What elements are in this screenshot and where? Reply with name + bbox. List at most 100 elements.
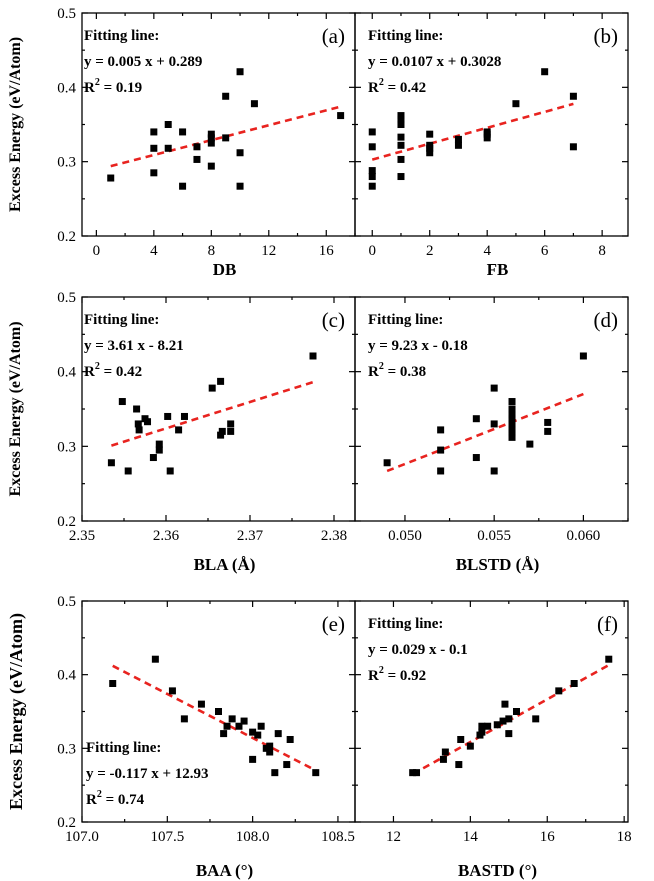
r-squared: R2 = 0.42	[84, 361, 142, 380]
data-point	[266, 748, 274, 756]
data-point	[193, 143, 201, 151]
r-squared-value: = 0.38	[384, 364, 426, 380]
fit-line	[386, 392, 584, 473]
r-squared-value: = 0.74	[102, 792, 145, 808]
panel-a: 0.2 0.3 0.4 0.5 0 4 8 12 16 Fitting line: y = 0.00…	[7, 6, 356, 279]
r-squared-symbol: R	[368, 364, 379, 380]
data-point	[217, 431, 225, 439]
plot-frame	[354, 600, 629, 823]
panel-b: 0 2 4 6 8 Fitting line: y = 0.0107 x + 0.3028 R…	[354, 12, 629, 279]
data-point	[570, 680, 578, 688]
data-point	[274, 730, 282, 738]
fit-line	[112, 664, 317, 772]
r-squared-value: = 0.92	[384, 668, 426, 684]
r-squared-symbol: R	[368, 80, 379, 96]
data-point	[508, 405, 516, 413]
data-point	[149, 454, 157, 462]
r-squared: R2 = 0.19	[84, 77, 142, 96]
data-point	[541, 68, 549, 76]
data-point	[368, 167, 376, 175]
data-point	[144, 418, 152, 426]
x-tick-label: 12	[261, 243, 276, 259]
data-point	[164, 121, 172, 128]
data-point	[155, 446, 163, 454]
data-point	[526, 440, 534, 448]
y-tick-label: 0.5	[57, 594, 76, 610]
x-axis-label: BAA (°)	[196, 861, 253, 880]
data-point	[579, 352, 587, 360]
data-point	[107, 174, 115, 182]
y-tick-label: 0.2	[57, 229, 76, 245]
x-axis-label: FB	[487, 260, 509, 279]
data-point	[508, 411, 516, 419]
data-point	[437, 446, 445, 454]
r-squared-symbol: R	[368, 668, 379, 684]
data-point	[150, 128, 158, 136]
data-point	[155, 440, 163, 448]
data-point	[555, 687, 563, 695]
y-tick-label: 0.5	[57, 6, 76, 22]
data-point	[197, 700, 205, 708]
data-point	[227, 420, 235, 428]
plot-frame	[81, 296, 356, 522]
data-point	[222, 92, 230, 100]
data-point	[166, 467, 174, 475]
x-axis-label: DB	[213, 260, 237, 279]
data-point	[215, 708, 222, 715]
x-tick-label: 2.37	[237, 528, 264, 544]
data-point	[220, 730, 228, 738]
x-tick-label: 16	[319, 243, 335, 259]
data-point	[223, 722, 231, 730]
data-point	[441, 748, 449, 756]
fit-line	[111, 380, 314, 447]
data-point	[208, 384, 216, 392]
y-tick-label: 0.2	[57, 514, 76, 530]
x-tick-label: 4	[483, 243, 491, 259]
data-point	[483, 128, 491, 136]
x-tick-label: 0.060	[567, 528, 601, 544]
r-squared-value: = 0.42	[100, 364, 142, 380]
fit-equation: y = 0.029 x - 0.1	[368, 642, 468, 658]
data-point	[397, 155, 405, 163]
r-squared-symbol: R	[84, 364, 95, 380]
data-point	[466, 742, 474, 750]
x-tick-label: 6	[541, 243, 549, 259]
data-point	[222, 134, 230, 142]
data-point	[257, 722, 265, 730]
data-point	[397, 141, 405, 149]
x-tick-label: 16	[540, 829, 556, 845]
y-tick-label: 0.2	[57, 815, 76, 831]
data-point	[508, 415, 516, 423]
r-squared: R2 = 0.74	[86, 789, 145, 808]
r-squared-symbol: R	[84, 80, 95, 96]
data-point	[249, 728, 257, 736]
data-point	[505, 715, 513, 723]
r-squared-superscript: 2	[379, 77, 384, 88]
plot-frame	[354, 12, 629, 237]
data-point	[490, 467, 498, 475]
data-point	[309, 352, 317, 360]
data-point	[240, 717, 248, 725]
data-point	[164, 412, 172, 420]
x-tick-label: 2.38	[321, 528, 347, 544]
data-point	[250, 100, 258, 108]
y-tick-label: 0.3	[57, 741, 76, 757]
data-point	[193, 155, 201, 163]
x-tick-label: 8	[598, 243, 606, 259]
data-point	[217, 377, 225, 385]
data-point	[135, 426, 143, 434]
data-point	[499, 717, 507, 725]
data-point	[227, 427, 235, 435]
x-tick-label: 4	[150, 243, 158, 259]
data-point	[508, 433, 516, 441]
data-point	[569, 143, 577, 151]
data-point	[532, 715, 540, 723]
x-tick-label: 0	[93, 243, 101, 259]
data-point	[397, 173, 405, 181]
fit-equation: y = -0.117 x + 12.93	[86, 766, 209, 782]
fit-equation: y = 3.61 x - 8.21	[84, 338, 184, 354]
data-point	[605, 655, 613, 663]
fit-equation: y = 9.23 x - 0.18	[368, 338, 468, 354]
data-point	[413, 769, 421, 777]
data-point	[107, 459, 115, 467]
